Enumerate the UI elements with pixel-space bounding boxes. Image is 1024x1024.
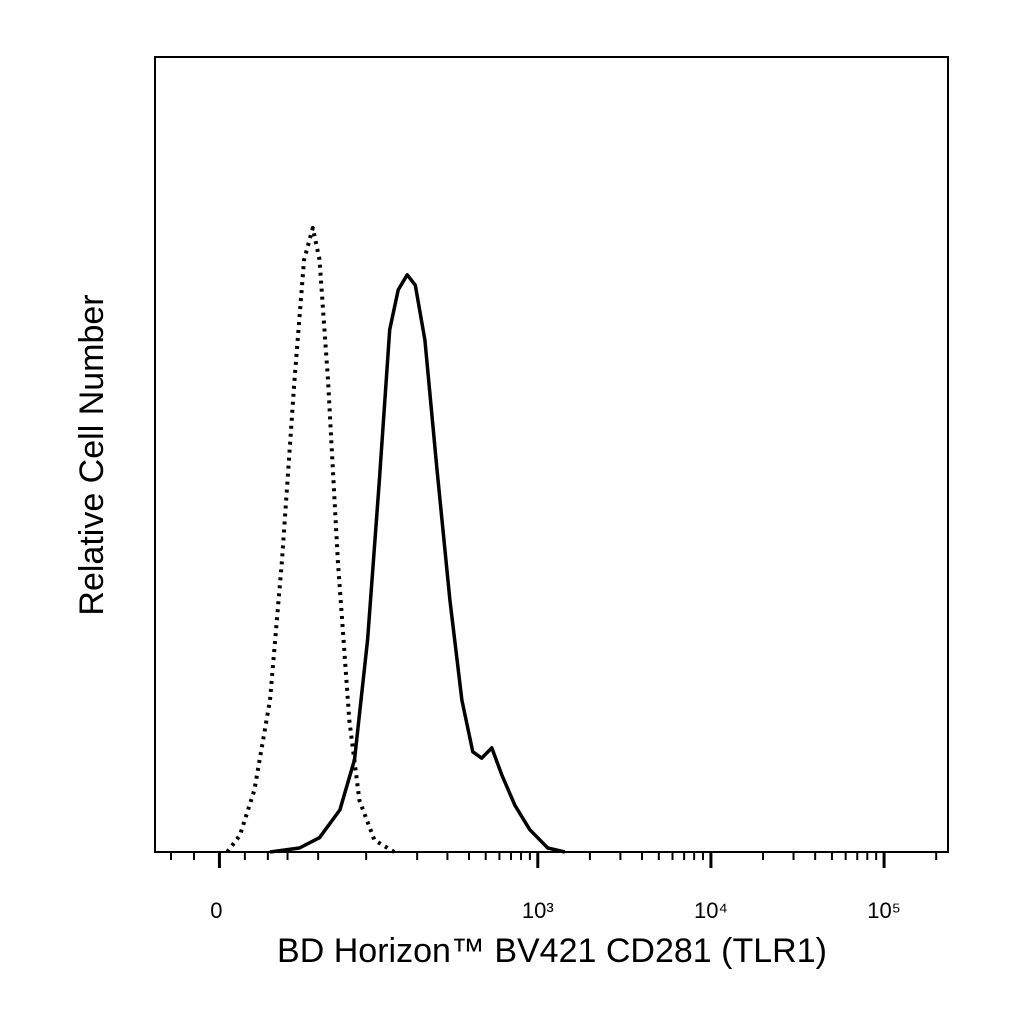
histogram-curve: [225, 225, 396, 854]
y-axis-title: Relative Cell Number: [73, 294, 111, 615]
x-tick-label: 10³: [522, 898, 554, 923]
x-tick-label: 10⁴: [694, 898, 728, 923]
x-axis-title: BD Horizon™ BV421 CD281 (TLR1): [277, 932, 827, 970]
histogram-curve: [269, 273, 566, 854]
x-tick-label: 0: [210, 898, 222, 923]
plot-frame: [154, 56, 949, 853]
x-tick-label: 10⁵: [867, 898, 901, 923]
